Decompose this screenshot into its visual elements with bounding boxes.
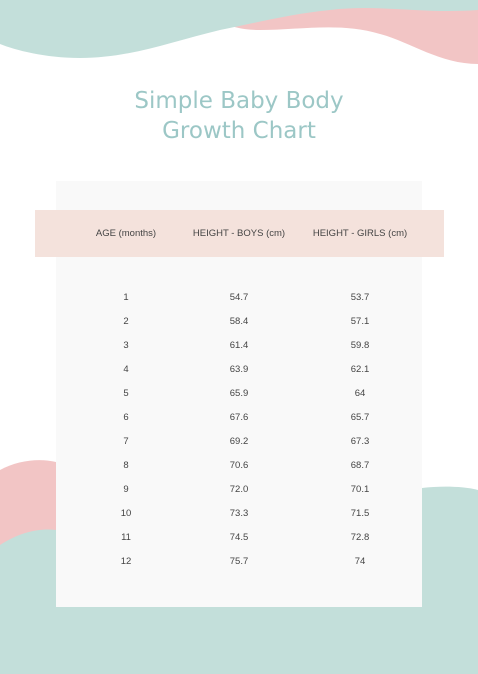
cell-age: 11 [121, 532, 131, 543]
cell-age: 3 [123, 340, 129, 351]
cell-height-girls: 70.1 [350, 484, 370, 495]
cell-height-boys: 72.0 [229, 484, 249, 495]
cell-height-boys: 63.9 [229, 364, 249, 375]
table-row: 5 65.9 64 [35, 382, 444, 406]
table-row: 8 70.6 68.7 [35, 454, 444, 478]
table-row: 1 54.7 53.7 [35, 286, 444, 310]
cell-height-boys: 58.4 [229, 316, 249, 327]
table-row: 9 72.0 70.1 [35, 478, 444, 502]
cell-height-girls: 74 [354, 556, 366, 567]
cell-height-boys: 65.9 [229, 388, 249, 399]
table-row: 2 58.4 57.1 [35, 310, 444, 334]
cell-age: 5 [123, 388, 129, 399]
bottom-mint-band [0, 607, 478, 674]
title-line-2: Growth Chart [162, 118, 316, 144]
top-mint-wave [0, 0, 478, 58]
cell-height-girls: 59.8 [350, 340, 370, 351]
cell-height-girls: 67.3 [350, 436, 370, 447]
table-row: 4 63.9 62.1 [35, 358, 444, 382]
cell-height-girls: 71.5 [350, 508, 370, 519]
cell-age: 9 [123, 484, 129, 495]
cell-height-boys: 54.7 [229, 292, 249, 303]
cell-height-boys: 70.6 [229, 460, 249, 471]
cell-height-girls: 53.7 [350, 292, 370, 303]
header-height-boys: HEIGHT - BOYS (cm) [192, 228, 286, 239]
cell-age: 10 [120, 508, 132, 519]
cell-age: 8 [123, 460, 129, 471]
cell-height-boys: 61.4 [229, 340, 249, 351]
cell-height-girls: 57.1 [350, 316, 370, 327]
cell-height-girls: 64 [354, 388, 366, 399]
table-body: 1 54.7 53.7 2 58.4 57.1 3 61.4 59.8 4 63.9 62.1 5 65.… [35, 286, 444, 574]
table-row: 6 67.6 65.7 [35, 406, 444, 430]
cell-age: 7 [123, 436, 129, 447]
cell-height-boys: 69.2 [229, 436, 249, 447]
cell-height-boys: 74.5 [229, 532, 249, 543]
cell-height-boys: 67.6 [229, 412, 249, 423]
cell-age: 4 [123, 364, 129, 375]
header-height-girls: HEIGHT - GIRLS (cm) [312, 228, 408, 239]
title-line-1: Simple Baby Body [134, 88, 344, 114]
header-age: AGE (months) [95, 228, 157, 239]
table-row: 3 61.4 59.8 [35, 334, 444, 358]
table-row: 7 69.2 67.3 [35, 430, 444, 454]
table-row: 12 75.7 74 [35, 550, 444, 574]
cell-age: 12 [120, 556, 132, 567]
cell-age: 6 [123, 412, 129, 423]
cell-height-boys: 73.3 [229, 508, 249, 519]
table-row: 11 74.5 72.8 [35, 526, 444, 550]
cell-height-girls: 72.8 [350, 532, 370, 543]
cell-age: 2 [123, 316, 129, 327]
cell-height-girls: 65.7 [350, 412, 370, 423]
cell-height-girls: 62.1 [350, 364, 370, 375]
table-header: AGE (months) HEIGHT - BOYS (cm) HEIGHT -… [35, 210, 444, 257]
cell-age: 1 [123, 292, 129, 303]
page-title: Simple Baby Body Growth Chart [0, 86, 478, 146]
cell-height-boys: 75.7 [229, 556, 249, 567]
table-row: 10 73.3 71.5 [35, 502, 444, 526]
cell-height-girls: 68.7 [350, 460, 370, 471]
